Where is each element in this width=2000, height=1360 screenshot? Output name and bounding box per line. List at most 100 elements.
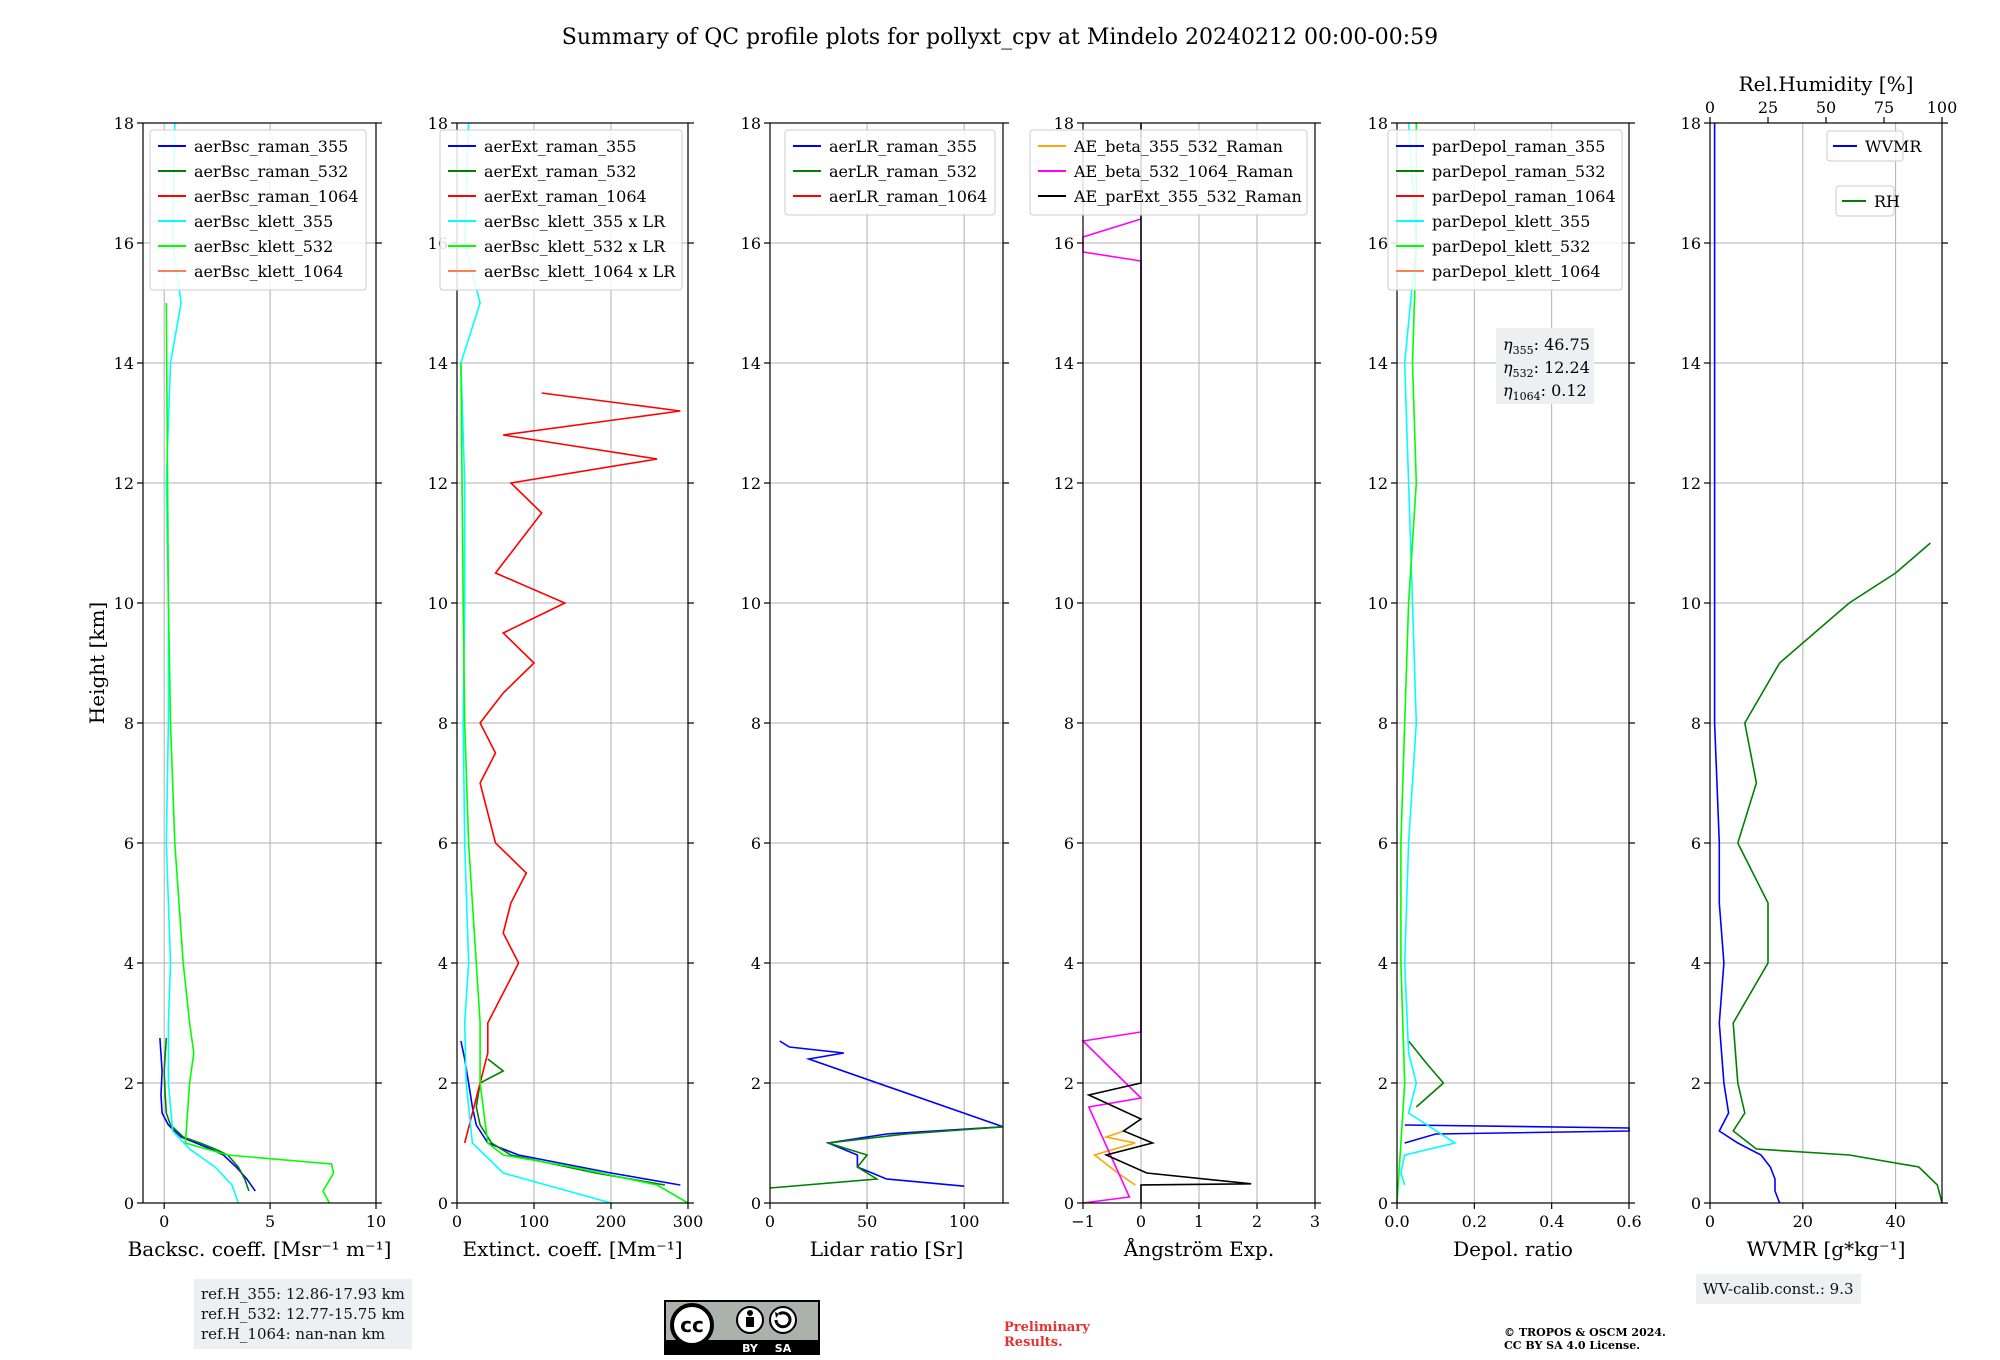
eta-annotation-line: η1064: 0.12 xyxy=(1503,381,1587,403)
legend-entry: aerLR_raman_355 xyxy=(829,137,977,156)
series-line-aerExt_raman_532 xyxy=(475,1058,666,1186)
eta-symbol: η xyxy=(1503,335,1513,354)
axes-frame xyxy=(769,122,1004,1204)
ytick-label: 10 xyxy=(428,594,448,613)
cc-icon xyxy=(670,1303,714,1347)
ytick-label: 18 xyxy=(428,114,448,133)
x-axis-label: Depol. ratio xyxy=(1453,1237,1573,1261)
eta-symbol: η xyxy=(1503,381,1513,400)
ytick-label: 16 xyxy=(114,234,134,253)
top-axis-label: Rel.Humidity [%] xyxy=(1739,72,1914,96)
xtick-label: 0 xyxy=(1705,1212,1715,1231)
ytick-label: 18 xyxy=(1054,114,1074,133)
ytick-label: 12 xyxy=(1368,474,1388,493)
ytick-label: 12 xyxy=(741,474,761,493)
series-line-aerBsc_raman_532 xyxy=(163,1037,250,1192)
eta-annotation-line: η532: 12.24 xyxy=(1503,358,1590,380)
xtick-label: 100 xyxy=(949,1212,980,1231)
ytick-label: 8 xyxy=(438,714,448,733)
series-line-aerLR_raman_532 xyxy=(769,1126,1004,1189)
ref-height-355: ref.H_355: 12.86-17.93 km xyxy=(201,1285,405,1303)
ytick-label: 14 xyxy=(428,354,448,373)
series-line-AE_parExt_355_532_Raman xyxy=(1086,123,1252,1203)
legend-entry: parDepol_klett_355 xyxy=(1432,212,1590,231)
ytick-label: 10 xyxy=(114,594,134,613)
x-axis-label: Ångström Exp. xyxy=(1123,1236,1274,1261)
copyright-line-1: © TROPOS & OSCM 2024. xyxy=(1504,1326,1666,1339)
ytick-label: 12 xyxy=(114,474,134,493)
legend-entry: parDepol_raman_1064 xyxy=(1432,187,1616,206)
ytick-label: 4 xyxy=(1378,954,1388,973)
ref-height-1064: ref.H_1064: nan-nan km xyxy=(201,1325,386,1343)
legend-entry: AE_beta_532_1064_Raman xyxy=(1073,162,1293,181)
xtick-label: 0.0 xyxy=(1384,1212,1409,1231)
series-line-AE_beta_532_1064_Raman xyxy=(1081,218,1143,1204)
cc-icon-text: cc xyxy=(680,1313,704,1337)
ytick-label: 8 xyxy=(1378,714,1388,733)
top-xtick-label: 100 xyxy=(1927,98,1958,117)
xtick-label: 10 xyxy=(366,1212,386,1231)
legend-box xyxy=(149,129,367,291)
legend-entry: aerExt_raman_355 xyxy=(484,137,637,156)
ytick-label: 8 xyxy=(124,714,134,733)
series-line-aerExt_raman_1064 xyxy=(463,392,681,1144)
series-line-WVMR xyxy=(1713,123,1781,1204)
xtick-label: 0 xyxy=(452,1212,462,1231)
ytick-label: 16 xyxy=(741,234,761,253)
xtick-label: 300 xyxy=(673,1212,704,1231)
ytick-label: 10 xyxy=(741,594,761,613)
legend-entry: aerBsc_klett_1064 x LR xyxy=(484,262,676,281)
ytick-label: 4 xyxy=(124,954,134,973)
ytick-label: 14 xyxy=(1368,354,1388,373)
legend-entry: aerBsc_klett_1064 xyxy=(194,262,343,281)
legend-entry: AE_beta_355_532_Raman xyxy=(1073,137,1283,156)
xtick-label: 3 xyxy=(1310,1212,1320,1231)
ytick-label: 2 xyxy=(124,1074,134,1093)
axes-frame xyxy=(456,122,689,1204)
legend-entry: aerBsc_raman_532 xyxy=(194,162,348,181)
ytick-label: 0 xyxy=(124,1194,134,1213)
eta-value: : 46.75 xyxy=(1534,335,1590,354)
top-xtick-label: 25 xyxy=(1758,98,1778,117)
xtick-label: 0.4 xyxy=(1539,1212,1564,1231)
legend-entry: aerBsc_klett_532 xyxy=(194,237,333,256)
ytick-label: 2 xyxy=(1378,1074,1388,1093)
series-line-aerBsc_klett_532 xyxy=(165,302,335,1204)
xtick-label: 0 xyxy=(1136,1212,1146,1231)
ytick-label: 6 xyxy=(751,834,761,853)
xtick-label: 40 xyxy=(1885,1212,1905,1231)
legend-entry: aerBsc_klett_355 xyxy=(194,212,333,231)
ytick-label: 12 xyxy=(1054,474,1074,493)
ytick-label: 4 xyxy=(751,954,761,973)
legend-entry: aerBsc_raman_355 xyxy=(194,137,348,156)
series-line-parDepol_klett_355 xyxy=(1400,122,1458,1186)
ytick-label: 16 xyxy=(1368,234,1388,253)
eta-subscript: 532 xyxy=(1513,367,1534,380)
xtick-label: 0 xyxy=(765,1212,775,1231)
legend-entry: parDepol_raman_532 xyxy=(1432,162,1605,181)
eta-value: : 12.24 xyxy=(1534,358,1590,377)
ytick-label: 14 xyxy=(741,354,761,373)
axes-frame xyxy=(1709,122,1943,1204)
ytick-label: 6 xyxy=(124,834,134,853)
eta-subscript: 1064 xyxy=(1513,390,1541,403)
top-xtick-label: 75 xyxy=(1874,98,1894,117)
series-line-aerBsc_raman_355 xyxy=(159,1037,256,1192)
series-line-aerLR_raman_355 xyxy=(779,1040,1004,1187)
preliminary-results-note: Preliminary Results. xyxy=(1004,1320,1090,1350)
copyright-line-2: CC BY SA 4.0 License. xyxy=(1504,1339,1641,1352)
y-axis-label: Height [km] xyxy=(85,602,109,724)
series-line-parDepol_raman_532 xyxy=(1407,1040,1445,1108)
xtick-label: 50 xyxy=(857,1212,877,1231)
ytick-label: 14 xyxy=(114,354,134,373)
xtick-label: 0 xyxy=(159,1212,169,1231)
panel-lr: 0 2 4 6 8 10 12 14 16 18 0 50 100 Lidar ratio [Sr] aer… xyxy=(741,114,1009,1261)
xtick-label: 20 xyxy=(1793,1212,1813,1231)
ytick-label: 6 xyxy=(1378,834,1388,853)
ytick-label: 18 xyxy=(1368,114,1388,133)
axes-frame xyxy=(1396,122,1630,1204)
series-line-aerBsc_klett_355 xyxy=(165,122,240,1204)
ytick-label: 2 xyxy=(438,1074,448,1093)
ytick-label: 2 xyxy=(1691,1074,1701,1093)
